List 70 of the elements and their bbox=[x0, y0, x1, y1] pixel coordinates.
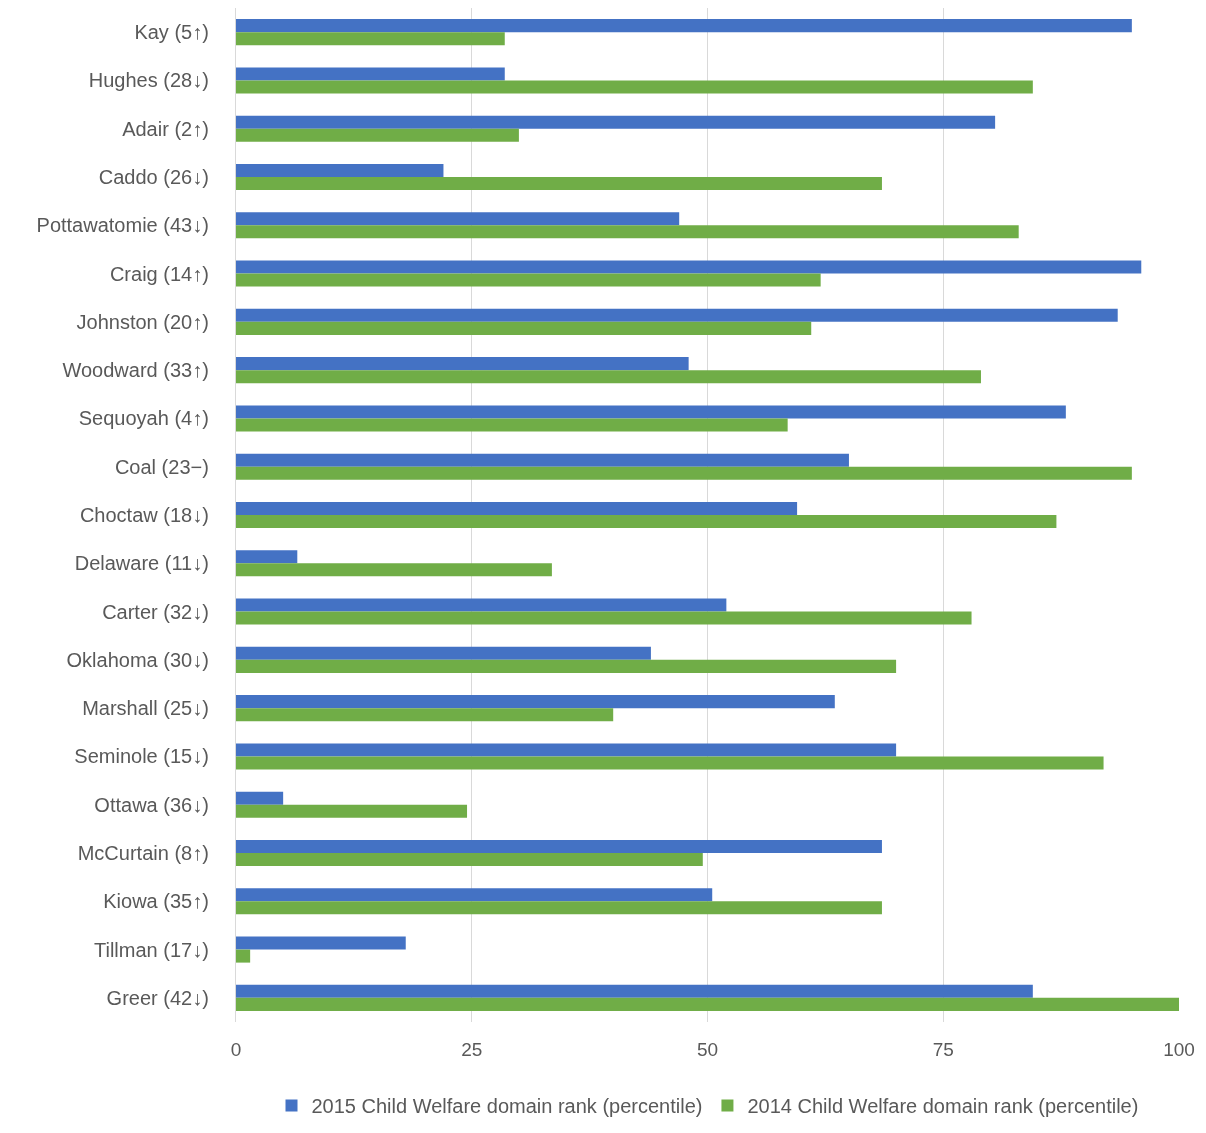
y-tick-label: McCurtain (8↑) bbox=[77, 842, 209, 864]
bar bbox=[236, 357, 689, 371]
bar bbox=[236, 853, 703, 867]
bar bbox=[236, 405, 1066, 419]
y-tick-label: Delaware (11↓) bbox=[74, 552, 209, 575]
bar bbox=[236, 695, 835, 709]
bar bbox=[236, 370, 981, 384]
y-tick-label: Oklahoma (30↓) bbox=[66, 648, 209, 671]
y-tick-label: Coal (23−) bbox=[114, 455, 209, 478]
y-tick-label: Adair (2↑) bbox=[122, 117, 209, 140]
y-tick-label: Seminole (15↓) bbox=[74, 745, 209, 768]
x-tick-label: 100 bbox=[1163, 1039, 1195, 1060]
bar bbox=[236, 19, 1132, 33]
bar bbox=[236, 949, 251, 963]
bar bbox=[236, 177, 882, 191]
bar bbox=[236, 984, 1033, 998]
legend-label: 2015 Child Welfare domain rank (percentile) bbox=[311, 1095, 703, 1118]
bar bbox=[236, 550, 298, 564]
y-tick-label: Pottawatomie (43↓) bbox=[36, 214, 209, 237]
bar bbox=[236, 997, 1179, 1011]
y-tick-label: Caddo (26↓) bbox=[98, 166, 209, 188]
x-tick-label: 0 bbox=[230, 1039, 242, 1060]
bar bbox=[236, 32, 505, 46]
bar bbox=[236, 163, 444, 177]
y-tick-label: Hughes (28↓) bbox=[88, 69, 209, 92]
x-tick-label: 50 bbox=[696, 1039, 719, 1060]
bar bbox=[236, 128, 519, 142]
bar bbox=[236, 321, 812, 335]
bar bbox=[236, 501, 798, 515]
y-tick-label: Choctaw (18↓) bbox=[79, 504, 209, 526]
bar bbox=[236, 756, 1104, 770]
y-tick-label: Sequoyah (4↑) bbox=[78, 407, 209, 430]
bar bbox=[236, 418, 788, 432]
x-tick-label: 75 bbox=[932, 1039, 954, 1060]
bar bbox=[236, 659, 897, 673]
bar bbox=[236, 839, 882, 853]
x-tick-label: 25 bbox=[461, 1039, 483, 1060]
bar bbox=[236, 308, 1118, 322]
bar bbox=[236, 515, 1057, 529]
bar bbox=[236, 453, 849, 467]
bar bbox=[236, 225, 1019, 239]
bar bbox=[236, 936, 406, 950]
bar bbox=[236, 115, 996, 129]
bar bbox=[236, 466, 1132, 480]
bar bbox=[236, 646, 651, 660]
bar bbox=[236, 80, 1033, 94]
bar bbox=[236, 791, 284, 805]
bar bbox=[236, 611, 972, 625]
y-tick-label: Kiowa (35↑) bbox=[103, 890, 209, 913]
y-tick-label: Tillman (17↓) bbox=[94, 938, 209, 961]
y-tick-label: Ottawa (36↓) bbox=[94, 793, 209, 816]
bar bbox=[236, 563, 552, 577]
bar bbox=[236, 888, 713, 902]
y-tick-label: Woodward (33↑) bbox=[62, 359, 209, 382]
bar bbox=[236, 708, 614, 722]
bar bbox=[236, 273, 821, 287]
y-tick-label: Craig (14↑) bbox=[109, 262, 209, 285]
bar bbox=[236, 804, 468, 818]
bar bbox=[236, 67, 505, 81]
bar bbox=[236, 212, 680, 226]
y-tick-label: Carter (32↓) bbox=[102, 600, 209, 623]
y-tick-label: Johnston (20↑) bbox=[76, 310, 209, 333]
bar bbox=[236, 598, 727, 612]
y-tick-label: Marshall (25↓) bbox=[82, 697, 209, 720]
y-tick-label: Greer (42↓) bbox=[106, 986, 209, 1009]
bar bbox=[236, 901, 882, 915]
bar bbox=[236, 743, 897, 757]
bar bbox=[236, 260, 1142, 274]
y-tick-label: Kay (5↑) bbox=[134, 21, 209, 44]
legend-label: 2014 Child Welfare domain rank (percentile) bbox=[747, 1095, 1139, 1118]
